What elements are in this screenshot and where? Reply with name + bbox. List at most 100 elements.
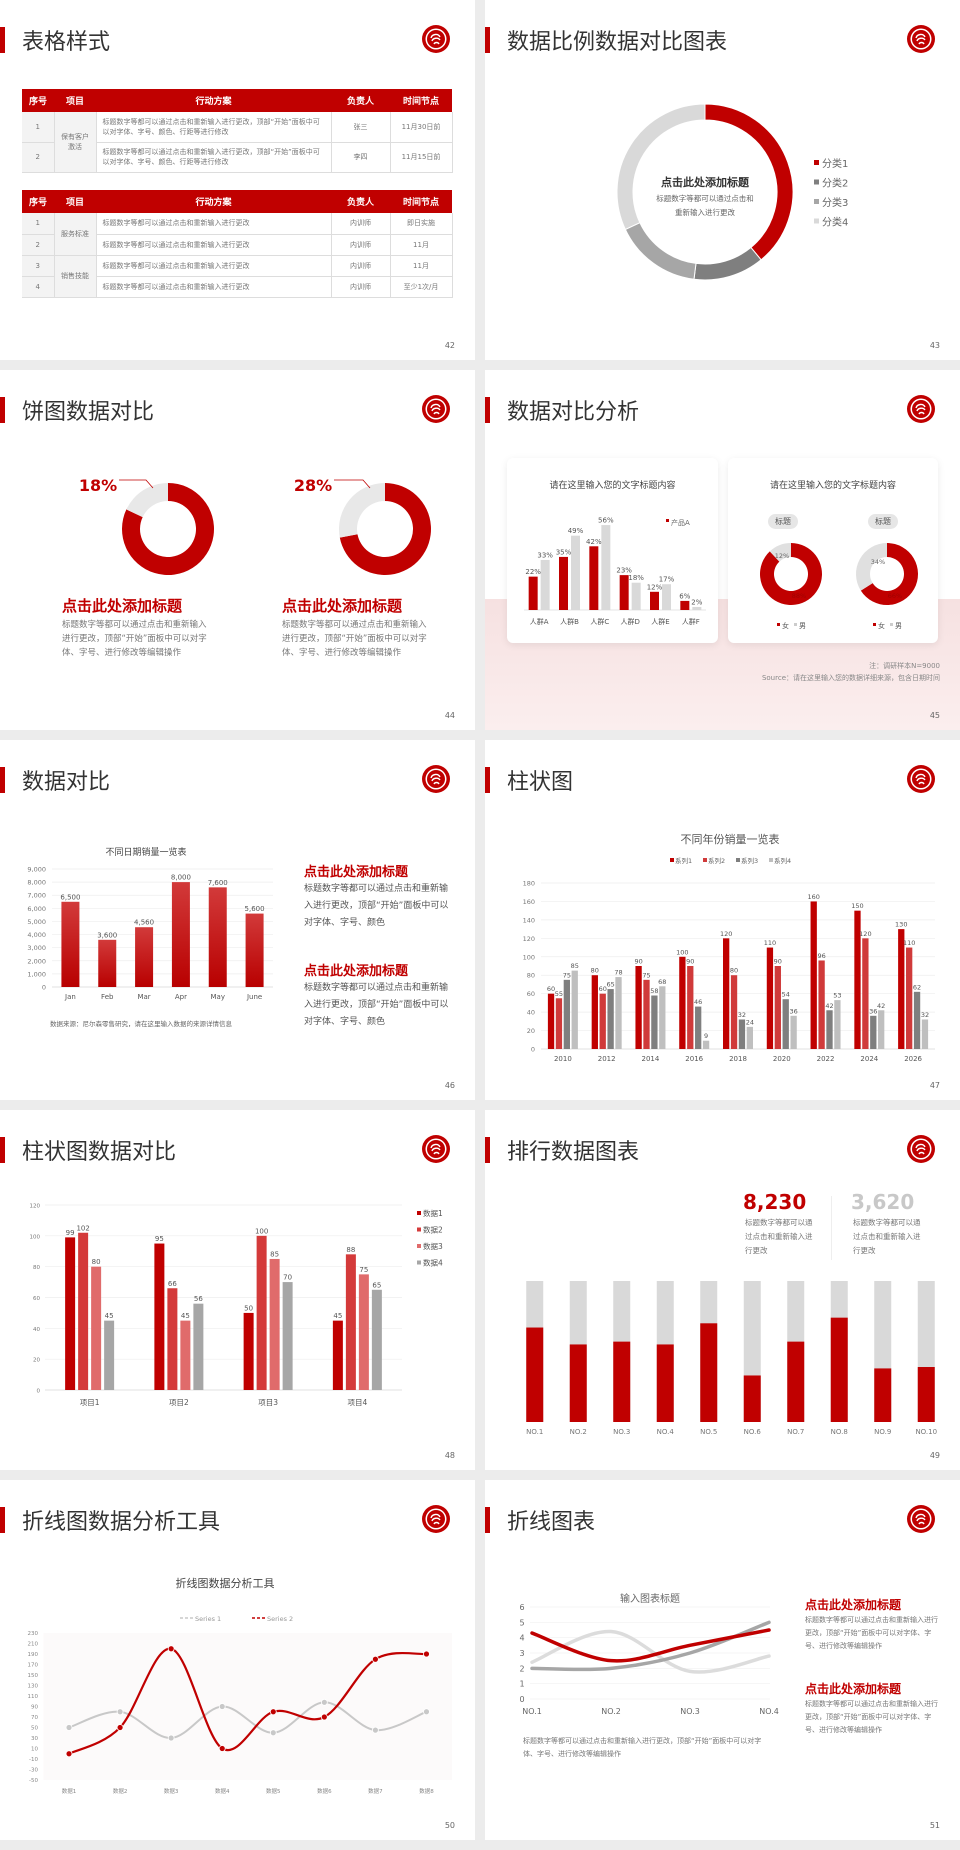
legend-label: 系列3 — [741, 856, 758, 865]
slide-47[interactable]: 柱状图 不同年份销量一览表 系列1 系列2 系列3 系列4 0 20 40 60 80 100 120… — [485, 740, 960, 1100]
y-tick-label: 5 — [519, 1618, 524, 1627]
chart-title: 输入图表标题 — [620, 1592, 680, 1605]
data-label: 17% — [659, 576, 675, 584]
data-source: 数据来源：尼尔森零售研究，请在这里输入数据的来源详情信息 — [50, 1020, 232, 1028]
title-accent-bar — [0, 767, 5, 793]
cell-plan: 标题数字等都可以通过点击和重新输入进行更改，顶部“开始”面板中可以对字体、字号、… — [96, 142, 332, 173]
title-accent-bar — [485, 767, 490, 793]
data-point — [116, 1724, 124, 1731]
data-label: 90 — [686, 958, 694, 966]
y-tick-label: 0 — [519, 1695, 524, 1704]
item-heading: 点击此处添加标题 — [805, 1598, 902, 1612]
y-tick-label: -10 — [29, 1757, 38, 1763]
data-label: 80 — [730, 967, 738, 975]
item-heading: 点击此处添加标题 — [282, 597, 403, 615]
y-tick-label: 160 — [523, 898, 535, 906]
data-label: 80 — [92, 1258, 101, 1266]
data-label: 120 — [720, 930, 732, 938]
legend-swatch — [814, 160, 819, 165]
slide-43[interactable]: 数据比例数据对比图表 分类1 分类2 分类3 分类4 点击此处添加标题 标题数字等都可… — [485, 0, 960, 360]
legend-label: Series 2 — [267, 1615, 293, 1623]
series-line — [530, 1628, 771, 1663]
y-tick-label: 0 — [42, 984, 46, 992]
legend-label: 分类4 — [822, 216, 848, 229]
x-tick-label: 项目2 — [169, 1398, 189, 1407]
x-tick-label: June — [246, 993, 262, 1001]
y-tick-label: 1 — [519, 1680, 524, 1689]
slide-48[interactable]: 柱状图数据对比 0 20 40 60 80 100 120 项目1 99 102 80 45 项目2 95… — [0, 1110, 475, 1470]
page-number: 42 — [444, 341, 455, 350]
data-label: 90 — [634, 958, 642, 966]
chart-title: 不同年份销量一览表 — [681, 832, 780, 846]
x-tick-label: NO.1 — [526, 1428, 543, 1436]
page-number: 46 — [444, 1081, 455, 1090]
leader-line — [119, 479, 154, 489]
comparison-charts: 人群A 22% 33% 人群B 35% 49% 人群C 42% 56% 人群D 23%18% 人群E 1… — [524, 517, 918, 630]
legend-swatch — [670, 858, 674, 862]
data-label: 88 — [346, 1246, 355, 1254]
item-body: 标题数字等都可以通过点击和重新输入进行更改，顶部“开始”面板中可以对字体、字号、… — [282, 620, 427, 658]
data-label: 90 — [774, 958, 782, 966]
source-note: Source：请在这里输入您的数据详细来源，包含日期时间 — [761, 674, 940, 682]
center-body: 标题数字等都可以通过点击和重新输入进行更改 — [656, 194, 754, 217]
x-tick-label: Mar — [137, 993, 150, 1001]
slide-50[interactable]: 折线图数据分析工具 折线图数据分析工具 -50 -30 -10 10 30 50 70 90 11… — [0, 1480, 475, 1840]
percent-label: 88% — [792, 592, 806, 600]
sample-note: 注：调研样本N=9000 — [869, 662, 940, 670]
bar — [615, 977, 622, 1049]
line-chart: 折线图数据分析工具 -50 -30 -10 10 30 50 70 90 110 130 150 170… — [28, 1576, 452, 1795]
bar — [826, 1010, 833, 1049]
bar — [700, 1323, 718, 1422]
donut-slice-rest — [126, 483, 168, 518]
cell-plan: 标题数字等都可以通过点击和重新输入进行更改 — [96, 255, 332, 277]
cell-owner: 内训师 — [331, 276, 391, 298]
cell-no: 2 — [22, 234, 55, 256]
item-heading: 点击此处添加标题 — [304, 964, 409, 979]
chart-title: 不同日期销量一览表 — [105, 846, 186, 858]
data-label: 110 — [764, 939, 776, 947]
data-label: 56 — [194, 1295, 203, 1303]
bar — [862, 938, 869, 1049]
slide-title: 排行数据图表 — [507, 1140, 640, 1165]
data-label: 120 — [859, 930, 871, 938]
legend-swatch — [890, 623, 893, 626]
legend-label: 女 — [782, 621, 789, 630]
table-header-row: 序号 项目 行动方案 负责人 时间节点 — [22, 89, 452, 112]
bar — [269, 1258, 280, 1390]
data-label: 32 — [921, 1011, 929, 1019]
bar — [243, 1312, 254, 1390]
slide-51[interactable]: 折线图表 输入图表标题 0 1 2 3 4 5 6 NO.1 NO.2 NO.3 NO.4 标题数字等… — [485, 1480, 960, 1840]
data-label: 45 — [105, 1312, 114, 1320]
cell-no: 1 — [22, 112, 55, 143]
table-row: 1 保有客户激活 标题数字等都可以通过点击和重新输入进行更改，顶部“开始”面板中… — [22, 112, 453, 173]
data-label: 35% — [556, 548, 572, 556]
data-label: 8,000 — [171, 874, 191, 882]
data-label: 130 — [895, 921, 907, 929]
slide-49[interactable]: 排行数据图表 8,230 标题数字等都可以通过点击和重新输入进行更改 3,620… — [485, 1110, 960, 1470]
data-label: 6,500 — [60, 893, 80, 901]
slide-45[interactable]: 数据对比分析 请在这里输入您的文字标题内容 请在这里输入您的文字标题内容 标题 … — [485, 370, 960, 730]
data-point — [320, 1713, 328, 1721]
data-point — [320, 1698, 328, 1706]
data-label: 70 — [283, 1274, 292, 1282]
data-point — [372, 1726, 379, 1734]
header-deadline: 时间节点 — [390, 89, 452, 112]
legend-label: 系列4 — [774, 856, 791, 865]
slide-46[interactable]: 数据对比 不同日期销量一览表 0 1,000 2,000 3,000 4,000 5,000… — [0, 740, 475, 1100]
bar — [528, 576, 538, 610]
slide-44[interactable]: 饼图数据对比 18% 28% 点击此处添加标题 标题数字等都可以通过点击和重新输入… — [0, 370, 475, 730]
table-row: 1 服务标准 标题数字等都可以通过点击和重新输入进行更改 内训师 即日实施 — [22, 213, 453, 256]
title-accent-bar — [0, 1137, 5, 1163]
data-label: 55 — [555, 990, 563, 998]
legend-label: 女 — [878, 621, 885, 630]
slide-42[interactable]: 表格样式 序号 项目 行动方案 负责人 时间节点 1 保有客户激活 标题数字等都… — [0, 0, 475, 360]
x-tick-label: Feb — [101, 993, 114, 1001]
bar — [643, 979, 650, 1049]
plot-area — [43, 1633, 452, 1780]
series-line — [530, 1629, 771, 1674]
page-number: 44 — [444, 711, 455, 720]
data-label: 4,560 — [134, 919, 154, 927]
data-label: 96 — [817, 952, 825, 960]
data-label: 22% — [525, 568, 541, 576]
